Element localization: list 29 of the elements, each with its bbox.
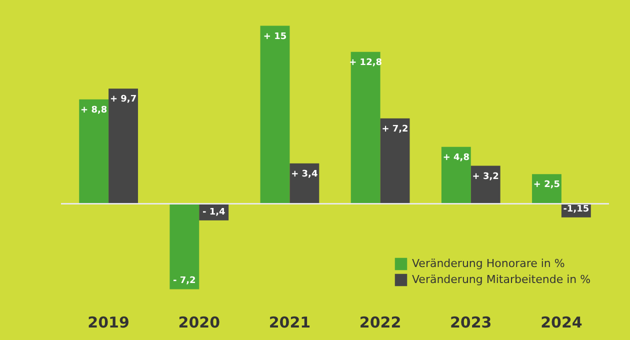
x-tick-label: 2022: [359, 314, 402, 332]
x-tick-label: 2023: [450, 314, 492, 332]
bar: [79, 99, 109, 204]
bar: [260, 26, 290, 204]
legend-label: Veränderung Honorare in %: [412, 257, 565, 270]
data-label: + 7,2: [382, 124, 408, 134]
bar: [290, 163, 320, 204]
data-label: + 4,8: [442, 152, 470, 163]
x-tick-label: 2019: [88, 314, 130, 332]
data-label: + 9,7: [110, 94, 137, 105]
x-tick-label: 2024: [540, 314, 582, 332]
bar: [441, 146, 471, 204]
bar: [350, 52, 380, 204]
bar: [380, 118, 410, 204]
x-tick-label: 2021: [268, 314, 311, 332]
data-label: - 7,2: [173, 276, 196, 286]
data-label: + 15: [263, 32, 287, 42]
data-label: + 3,4: [291, 169, 318, 180]
data-label: -1,15: [563, 204, 590, 214]
data-label: + 2,5: [533, 180, 560, 190]
data-label: + 3,2: [472, 172, 499, 182]
legend-label: Veränderung Mitarbeitende in %: [412, 273, 591, 286]
bar: [470, 166, 500, 204]
bar: [108, 88, 138, 204]
data-label: + 8,8: [80, 105, 108, 116]
bar: [170, 204, 200, 290]
data-label: - 1,4: [202, 207, 226, 218]
x-tick-label: 2020: [178, 314, 220, 332]
bar: [532, 174, 562, 204]
